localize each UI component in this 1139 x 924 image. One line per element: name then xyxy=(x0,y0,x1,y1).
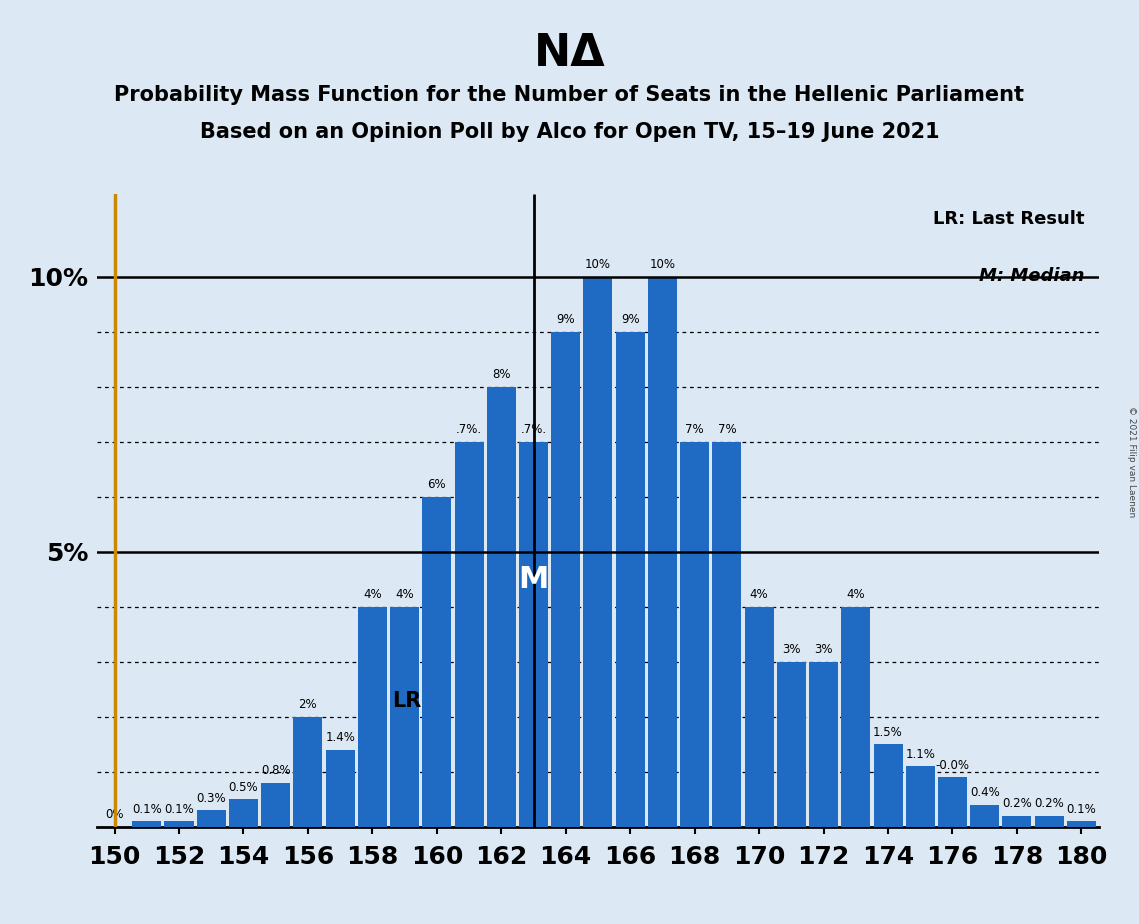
Bar xyxy=(777,662,806,827)
Bar xyxy=(390,607,419,827)
Bar xyxy=(842,607,870,827)
Text: 2%: 2% xyxy=(298,699,318,711)
Text: .7%.: .7%. xyxy=(456,423,482,436)
Text: 0.1%: 0.1% xyxy=(1066,803,1096,816)
Bar xyxy=(326,750,354,827)
Bar xyxy=(132,821,162,827)
Bar xyxy=(454,442,484,827)
Text: 1.1%: 1.1% xyxy=(906,748,935,761)
Bar xyxy=(486,386,516,827)
Text: 4%: 4% xyxy=(395,589,413,602)
Bar xyxy=(294,717,322,827)
Text: 7%: 7% xyxy=(718,423,736,436)
Text: 0.1%: 0.1% xyxy=(164,803,194,816)
Text: 1.5%: 1.5% xyxy=(874,726,903,739)
Text: 1.4%: 1.4% xyxy=(326,732,355,745)
Text: 10%: 10% xyxy=(585,258,611,271)
Text: 4%: 4% xyxy=(749,589,769,602)
Text: 0.2%: 0.2% xyxy=(1002,797,1032,810)
Text: 3%: 3% xyxy=(814,643,833,656)
Text: © 2021 Filip van Laenen: © 2021 Filip van Laenen xyxy=(1126,407,1136,517)
Bar xyxy=(712,442,741,827)
Text: .7%.: .7%. xyxy=(521,423,547,436)
Bar xyxy=(906,766,935,827)
Text: M: Median: M: Median xyxy=(978,267,1084,285)
Text: 4%: 4% xyxy=(363,589,382,602)
Text: 0.4%: 0.4% xyxy=(969,786,1000,799)
Text: 0.1%: 0.1% xyxy=(132,803,162,816)
Bar xyxy=(745,607,773,827)
Bar xyxy=(197,810,226,827)
Text: 8%: 8% xyxy=(492,368,510,382)
Text: Based on an Opinion Poll by Alco for Open TV, 15–19 June 2021: Based on an Opinion Poll by Alco for Ope… xyxy=(199,122,940,142)
Text: LR: LR xyxy=(392,691,421,711)
Text: NΔ: NΔ xyxy=(534,32,605,76)
Text: 9%: 9% xyxy=(557,313,575,326)
Bar xyxy=(616,332,645,827)
Bar xyxy=(939,777,967,827)
Text: -0.0%: -0.0% xyxy=(935,759,969,772)
Text: 10%: 10% xyxy=(649,258,675,271)
Text: 9%: 9% xyxy=(621,313,639,326)
Bar xyxy=(358,607,387,827)
Text: Probability Mass Function for the Number of Seats in the Hellenic Parliament: Probability Mass Function for the Number… xyxy=(115,85,1024,105)
Bar xyxy=(648,276,677,827)
Bar xyxy=(423,497,451,827)
Text: 7%: 7% xyxy=(686,423,704,436)
Text: M: M xyxy=(518,565,549,594)
Text: 0.8%: 0.8% xyxy=(261,764,290,777)
Text: 4%: 4% xyxy=(846,589,866,602)
Bar xyxy=(164,821,194,827)
Bar xyxy=(583,276,613,827)
Text: LR: Last Result: LR: Last Result xyxy=(933,210,1084,228)
Text: 0.3%: 0.3% xyxy=(196,792,226,805)
Bar xyxy=(551,332,580,827)
Text: 6%: 6% xyxy=(427,479,446,492)
Text: 0%: 0% xyxy=(105,808,124,821)
Bar xyxy=(1067,821,1096,827)
Bar xyxy=(809,662,838,827)
Text: 0.5%: 0.5% xyxy=(229,781,259,794)
Bar xyxy=(1034,816,1064,827)
Bar xyxy=(874,745,902,827)
Bar xyxy=(970,805,999,827)
Bar xyxy=(1002,816,1032,827)
Bar xyxy=(229,799,257,827)
Bar xyxy=(519,442,548,827)
Bar xyxy=(261,783,290,827)
Text: 0.2%: 0.2% xyxy=(1034,797,1064,810)
Text: 3%: 3% xyxy=(782,643,801,656)
Bar xyxy=(680,442,710,827)
